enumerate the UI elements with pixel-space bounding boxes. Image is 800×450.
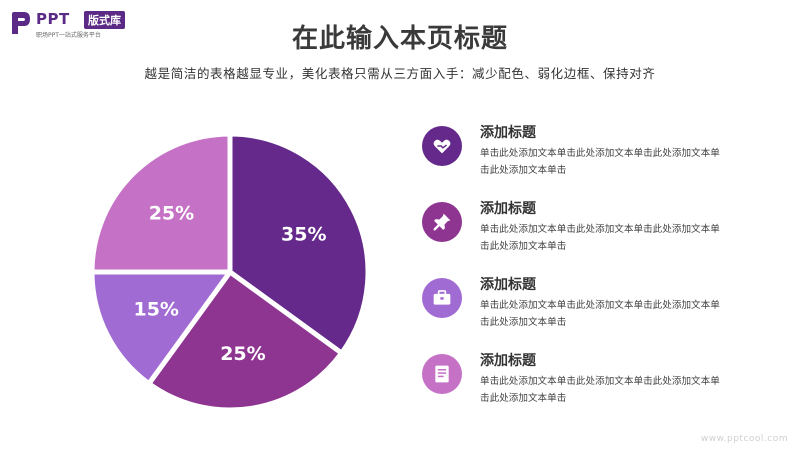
item-title: 添加标题 <box>480 353 536 369</box>
pie-chart: 35% 25% 15% 25% <box>89 131 371 413</box>
list-item: 添加标题 单击此处添加文本单击此处添加文本单击此处添加文本单击此处添加文本单击 <box>420 118 750 194</box>
item-title: 添加标题 <box>480 125 536 141</box>
list-item: 添加标题 单击此处添加文本单击此处添加文本单击此处添加文本单击此处添加文本单击 <box>420 346 750 422</box>
item-text: 单击此处添加文本单击此处添加文本单击此处添加文本单击此处添加文本单击 <box>480 300 720 328</box>
list-item: 添加标题 单击此处添加文本单击此处添加文本单击此处添加文本单击此处添加文本单击 <box>420 270 750 346</box>
slice-label: 35% <box>281 223 326 245</box>
briefcase-icon <box>422 278 462 318</box>
pie-slice <box>89 269 233 387</box>
logo-title: PPT <box>36 10 70 28</box>
item-text: 单击此处添加文本单击此处添加文本单击此处添加文本单击此处添加文本单击 <box>480 148 720 176</box>
logo-badge: 版式库 <box>84 11 125 29</box>
pie-slice <box>89 131 233 275</box>
slice-label: 25% <box>149 202 194 224</box>
item-list: 添加标题 单击此处添加文本单击此处添加文本单击此处添加文本单击此处添加文本单击 … <box>420 118 750 422</box>
list-item: 添加标题 单击此处添加文本单击此处添加文本单击此处添加文本单击此处添加文本单击 <box>420 194 750 270</box>
page-title: 在此输入本页标题 <box>291 24 508 54</box>
logo-mark-icon <box>12 12 30 34</box>
slice-label: 15% <box>133 299 178 321</box>
pie-slice <box>227 131 371 356</box>
watermark: www.pptcool.com <box>700 434 788 444</box>
pushpin-icon <box>422 202 462 242</box>
item-text: 单击此处添加文本单击此处添加文本单击此处添加文本单击此处添加文本单击 <box>480 376 720 404</box>
pie-slice <box>146 269 345 413</box>
document-icon <box>422 354 462 394</box>
page-subtitle: 越是简洁的表格越显专业，美化表格只需从三方面入手：减少配色、弱化边框、保持对齐 <box>144 66 656 81</box>
item-text: 单击此处添加文本单击此处添加文本单击此处添加文本单击此处添加文本单击 <box>480 224 720 252</box>
brand-logo: PPT 版式库 职场PPT一站式服务平台 <box>10 8 180 42</box>
item-title: 添加标题 <box>480 201 536 217</box>
logo-subtitle: 职场PPT一站式服务平台 <box>36 32 101 39</box>
item-title: 添加标题 <box>480 277 536 293</box>
slice-label: 25% <box>220 343 265 365</box>
heart-hand-icon <box>422 126 462 166</box>
